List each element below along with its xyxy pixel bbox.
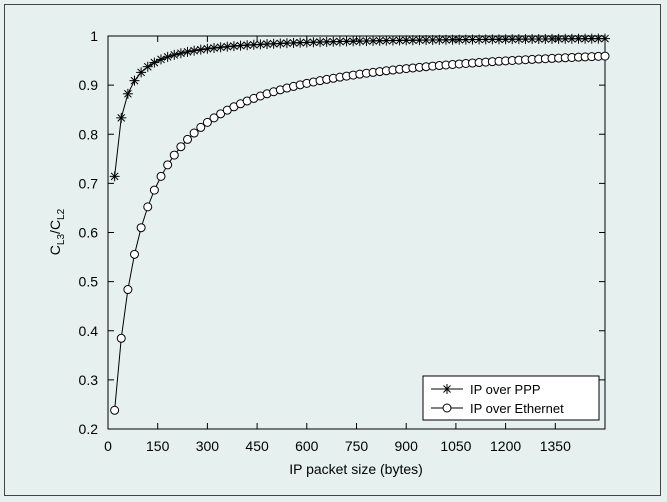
y-tick-label: 1: [90, 28, 98, 44]
x-tick-label: 450: [245, 438, 269, 454]
data-point-ethernet: [189, 128, 199, 138]
data-point-ppp: [354, 36, 365, 47]
data-point-ppp: [308, 37, 319, 48]
x-tick-label: 750: [345, 438, 369, 454]
data-point-ppp: [235, 40, 246, 51]
legend: IP over PPP IP over Ethernet: [422, 375, 600, 421]
x-tick-label: 900: [395, 438, 419, 454]
x-axis-title: IP packet size (bytes): [289, 461, 423, 477]
data-point-ethernet: [202, 117, 212, 127]
y-tick-label: 0.6: [79, 225, 99, 241]
data-point-ethernet: [183, 134, 193, 144]
data-point-ppp: [182, 46, 193, 57]
legend-label-ethernet: IP over Ethernet: [470, 401, 564, 416]
data-point-ppp: [222, 41, 233, 52]
legend-asterisk: [442, 384, 452, 394]
data-point-ppp: [189, 45, 200, 56]
data-point-ethernet: [143, 202, 153, 212]
data-point-ppp: [467, 34, 478, 45]
x-tick-label: 150: [146, 438, 170, 454]
data-point-ppp: [600, 33, 610, 44]
data-point-ppp: [381, 35, 392, 46]
data-point-ppp: [520, 34, 531, 45]
data-point-ppp: [175, 48, 186, 59]
data-point-ppp: [129, 75, 140, 86]
x-tick-label: 600: [295, 438, 319, 454]
x-tick-label: 1050: [440, 438, 471, 454]
data-point-ppp: [195, 44, 206, 55]
y-axis-title-main: C: [47, 245, 63, 255]
y-tick-label: 0.8: [79, 126, 99, 142]
data-point-ppp: [295, 37, 306, 48]
data-point-ppp: [116, 112, 127, 123]
y-tick-label: 0.5: [79, 274, 99, 290]
data-point-ethernet: [123, 285, 133, 295]
y-axis-title-sub1: L3: [56, 234, 67, 246]
data-point-ppp: [387, 35, 398, 46]
data-point-ethernet: [116, 333, 126, 343]
series-layer: [109, 33, 610, 415]
data-point-ppp: [202, 43, 213, 54]
data-point-ppp: [540, 33, 551, 44]
data-point-ppp: [288, 37, 299, 48]
data-point-ethernet: [209, 113, 219, 123]
data-point-ppp: [209, 42, 220, 53]
data-point-ethernet: [156, 171, 166, 181]
data-point-ethernet: [216, 109, 226, 119]
data-point-ppp: [374, 35, 385, 46]
data-point-ethernet: [130, 249, 140, 259]
axis-ticks: 0 150 300 450 600 750 900 1050 1200 1350 0.2 0.3 0.4…: [79, 28, 605, 454]
x-tick-label: 300: [196, 438, 220, 454]
data-point-ethernet: [136, 223, 146, 233]
y-tick-label: 0.2: [79, 421, 99, 437]
data-point-ppp: [149, 57, 160, 68]
x-tick-label: 1350: [540, 438, 571, 454]
data-point-ethernet: [110, 405, 120, 415]
y-tick-label: 0.9: [79, 77, 99, 93]
data-point-ethernet: [163, 160, 173, 170]
y-tick-label: 0.4: [79, 323, 99, 339]
data-point-ethernet: [169, 150, 179, 160]
y-axis-title-sep: /C: [47, 220, 63, 234]
y-tick-label: 0.7: [79, 175, 99, 191]
data-point-ethernet: [196, 122, 206, 132]
data-point-ppp: [493, 34, 504, 45]
data-point-ppp: [215, 42, 226, 53]
plot-area: [107, 35, 606, 430]
legend-box: [422, 375, 600, 421]
data-point-ppp: [142, 61, 153, 72]
data-point-ethernet: [600, 51, 610, 61]
data-point-ethernet: [149, 185, 159, 195]
legend-label-ppp: IP over PPP: [470, 382, 541, 397]
data-point-ppp: [122, 88, 133, 99]
data-point-ppp: [553, 33, 564, 44]
data-point-ppp: [454, 34, 465, 45]
data-point-ppp: [136, 67, 147, 78]
y-tick-label: 0.3: [79, 372, 99, 388]
data-point-ppp: [255, 39, 266, 50]
x-tick-label: 1200: [490, 438, 521, 454]
y-axis-title-sub2: L2: [56, 208, 67, 220]
data-point-ppp: [527, 34, 538, 45]
data-point-ppp: [248, 39, 259, 50]
legend-marker-ppp: [442, 384, 452, 394]
legend-marker-ethernet: [442, 403, 452, 413]
x-tick-label: 0: [104, 438, 112, 454]
data-point-ppp: [162, 51, 173, 62]
data-point-ppp: [169, 49, 180, 60]
y-axis-title: CL3/CL2: [47, 208, 67, 255]
data-point-ethernet: [176, 142, 186, 152]
data-point-ppp: [109, 171, 120, 182]
